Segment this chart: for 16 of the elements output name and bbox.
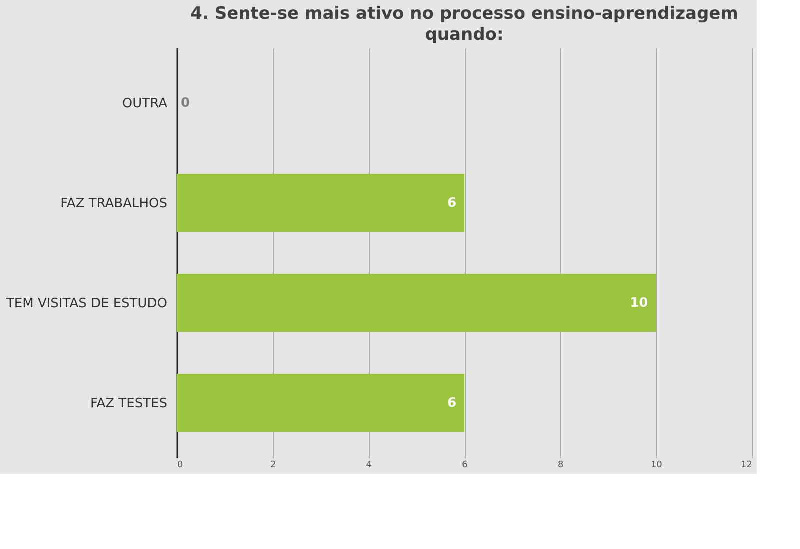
- x-tick-label: 4: [366, 460, 372, 470]
- y-tick-label: TEM VISITAS DE ESTUDO: [5, 296, 168, 312]
- y-tick-label: FAZ TRABALHOS: [60, 196, 168, 212]
- y-tick-label: OUTRA: [122, 96, 168, 112]
- y-tick-label: FAZ TESTES: [90, 396, 168, 412]
- x-tick-label: 12: [741, 460, 752, 470]
- data-label: 10: [630, 296, 648, 311]
- x-tick-label: 10: [650, 460, 663, 470]
- x-tick-label: 0: [178, 460, 184, 470]
- data-label: 6: [447, 196, 456, 211]
- x-tick-label: 8: [558, 460, 564, 470]
- data-label: 0: [181, 96, 190, 111]
- x-tick-label: 2: [270, 460, 276, 470]
- x-tick-label: 6: [462, 460, 468, 470]
- chart-title: 4. Sente-se mais ativo no processo ensino-aprendizagem quando:: [190, 4, 738, 45]
- data-label: 6: [447, 396, 456, 411]
